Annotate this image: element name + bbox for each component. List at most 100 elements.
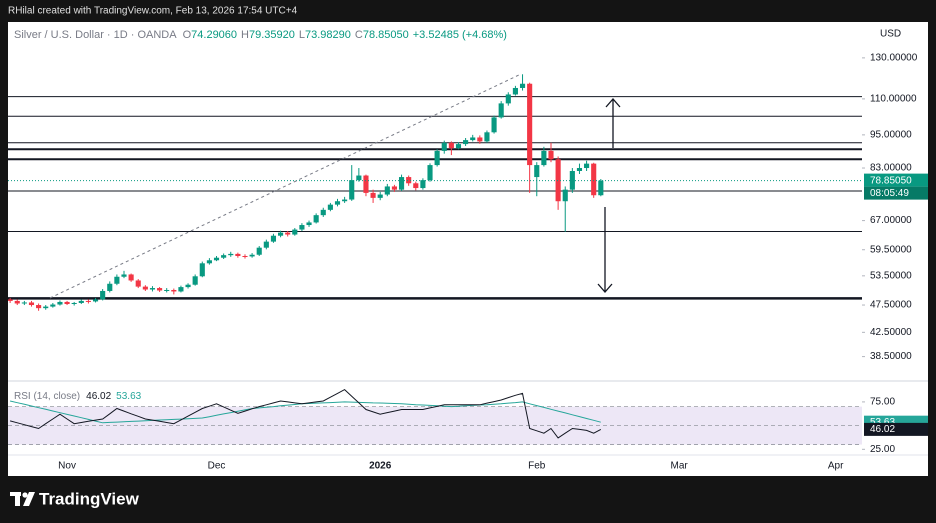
candle-body xyxy=(142,286,148,290)
candle-body xyxy=(192,276,198,285)
candle-body xyxy=(327,204,333,210)
candle-body xyxy=(398,177,405,190)
candle-body xyxy=(85,300,91,302)
candle-body xyxy=(164,289,170,291)
candle-body xyxy=(50,304,56,307)
candle-body xyxy=(562,189,568,202)
candle-body xyxy=(299,225,305,230)
candle-body xyxy=(114,276,120,284)
candle-body xyxy=(313,215,319,223)
c-label: C xyxy=(355,29,363,41)
brand: TradingView xyxy=(39,489,140,508)
candle-body xyxy=(512,87,518,95)
candle-body xyxy=(206,260,212,264)
candle-body xyxy=(477,137,483,142)
candle-body xyxy=(43,306,49,309)
c-value: 78.85050 xyxy=(363,29,409,41)
candle-body xyxy=(370,192,376,198)
candle-body xyxy=(320,209,326,216)
logo-part xyxy=(23,492,35,506)
rsi-line-badge xyxy=(864,422,928,436)
candle-body xyxy=(285,232,291,235)
candle-body xyxy=(78,300,84,303)
candle-body xyxy=(391,186,397,190)
candle-body xyxy=(534,165,540,178)
x-tick-label: Nov xyxy=(58,461,76,472)
candle-body xyxy=(434,150,440,166)
candle-body xyxy=(484,132,490,142)
y-tick-label: 83.00000 xyxy=(870,163,912,174)
candle-body xyxy=(342,199,348,202)
candle-body xyxy=(427,165,433,181)
candle-body xyxy=(128,274,134,281)
candle-body xyxy=(334,201,341,205)
candle-body xyxy=(598,180,604,196)
candle-body xyxy=(8,299,13,301)
candle-body xyxy=(228,253,234,256)
x-tick-label: Apr xyxy=(828,461,844,472)
candle-body xyxy=(576,168,583,171)
candle-body xyxy=(356,175,362,181)
candle-body xyxy=(349,180,355,200)
h-value: 79.35920 xyxy=(249,29,295,41)
countdown-badge xyxy=(864,186,928,200)
x-tick-label: Feb xyxy=(528,461,546,472)
currency: USD xyxy=(880,29,901,40)
legend-header: Silver / U.S. Dollar · 1D · OANDA O74.290… xyxy=(14,29,507,41)
candle-body xyxy=(363,175,369,193)
rsi-title: RSI (14, close) xyxy=(14,391,80,402)
rsi-pane xyxy=(8,388,862,445)
l-label: L xyxy=(299,29,305,41)
candle-body xyxy=(199,263,205,277)
candle-body xyxy=(64,301,70,305)
candle-body xyxy=(491,117,497,133)
y-tick-label: 130.00000 xyxy=(870,53,918,64)
candle-body xyxy=(505,94,511,104)
candle-body xyxy=(292,229,298,235)
candle-body xyxy=(28,302,35,306)
candle-body xyxy=(455,144,462,149)
ma-value: 53.63 xyxy=(116,391,141,402)
candle-body xyxy=(36,305,42,309)
y-tick-label: 110.00000 xyxy=(870,94,917,105)
candle-body xyxy=(420,180,426,189)
author-note: RHilal created with TradingView.com, Feb… xyxy=(8,6,298,17)
countdown-label: 08:05:49 xyxy=(870,188,909,199)
ma-line-badge-label: 53.63 xyxy=(870,417,895,428)
last-price-badge xyxy=(864,173,928,187)
candle-body xyxy=(213,257,220,261)
candle-body xyxy=(92,299,99,302)
candle-body xyxy=(541,150,547,166)
h-label: H xyxy=(241,29,249,41)
last-price-label: 78.85050 xyxy=(870,175,912,186)
candle-body xyxy=(71,302,77,305)
o-value: 74.29060 xyxy=(191,29,237,41)
candle-body xyxy=(100,290,106,300)
candle-body xyxy=(135,280,141,287)
candle-body xyxy=(406,177,412,184)
down-arrow-head xyxy=(597,283,613,293)
candle-body xyxy=(584,163,590,169)
candle-body xyxy=(527,83,533,166)
candle-body xyxy=(278,232,284,236)
rsi-tick-label: 75.00 xyxy=(870,397,895,408)
y-tick-label: 47.50000 xyxy=(870,300,912,311)
y-tick-label: 95.00000 xyxy=(870,130,912,141)
candle-body xyxy=(470,137,476,141)
candle-body xyxy=(555,159,561,202)
candle-body xyxy=(548,150,554,160)
rsi-tick-label: 25.00 xyxy=(870,444,895,455)
candle-body xyxy=(519,83,526,88)
trend-line xyxy=(49,73,522,299)
candle-body xyxy=(256,247,262,255)
candle-body xyxy=(57,301,63,305)
rsi-value: 46.02 xyxy=(86,391,111,402)
candle-body xyxy=(242,256,248,258)
change: +3.52485 (+4.68%) xyxy=(413,29,507,41)
candle-body xyxy=(306,222,312,226)
y-tick-label: 59.50000 xyxy=(870,244,912,255)
logo-part xyxy=(15,492,20,506)
candle-body xyxy=(448,142,454,149)
candle-body xyxy=(263,241,269,248)
